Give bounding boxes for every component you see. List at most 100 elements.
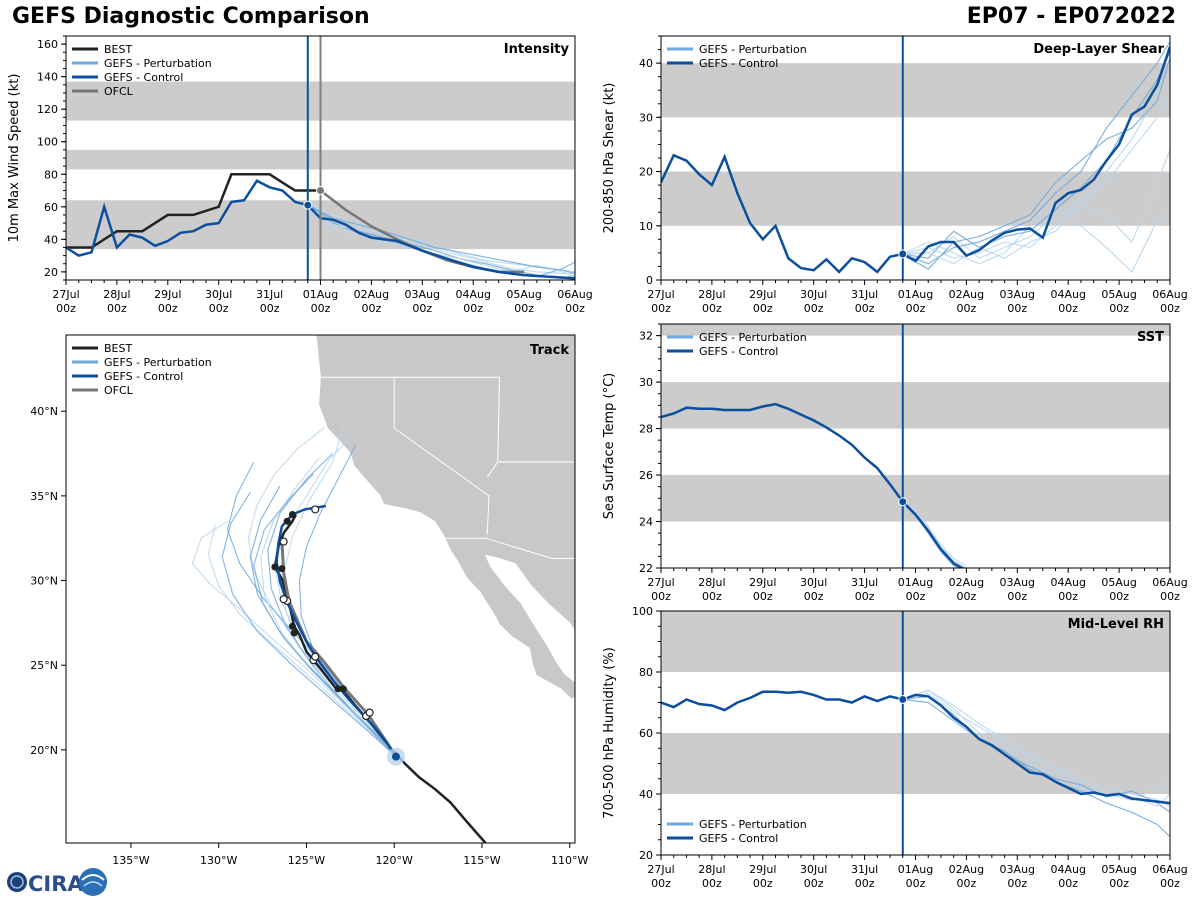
legend-label: GEFS - Perturbation: [104, 57, 212, 70]
x-tick-label: 01Aug: [303, 288, 338, 301]
x-tick-label: 30Jul: [205, 288, 232, 301]
x-tick-label: 31Jul: [851, 288, 878, 301]
state-border: [497, 377, 500, 463]
x-tick-label: 115°W: [463, 854, 500, 867]
x-tick-label: 00z: [804, 302, 824, 315]
storm-id-title: EP07 - EP072022: [966, 4, 1176, 29]
x-tick-label: 120°W: [376, 854, 413, 867]
plot-area: [661, 41, 1170, 274]
y-axis-label: 700-500 hPa Humidity (%): [602, 647, 617, 819]
x-tick-label: 05Aug: [1101, 863, 1136, 876]
perturbation-line: [902, 203, 1170, 273]
threshold-band: [661, 171, 1170, 226]
y-tick-label: 22: [639, 562, 653, 575]
rh-panel: 2040608010027Jul00z28Jul00z29Jul00z30Jul…: [602, 605, 1188, 890]
perturbation-line: [902, 57, 1170, 270]
x-tick-label: 00z: [1058, 877, 1078, 890]
perturbation-line: [902, 695, 1170, 838]
x-tick-label: 110°W: [551, 854, 588, 867]
perturbation-track: [207, 524, 397, 757]
control-line: [661, 402, 965, 568]
x-tick-label: 31Jul: [851, 576, 878, 589]
x-tick-label: 00z: [56, 302, 76, 315]
perturbation-track: [191, 520, 397, 757]
legend-label: GEFS - Perturbation: [699, 43, 807, 56]
x-tick-label: 05Aug: [1101, 288, 1136, 301]
plot-area: [661, 402, 967, 568]
best-track-line: [273, 513, 487, 843]
ofcl-marker: [279, 595, 288, 604]
x-tick-label: 31Jul: [256, 288, 283, 301]
legend-label: OFCL: [104, 85, 134, 98]
y-tick-label: 32: [639, 330, 653, 343]
land-mass: [315, 335, 575, 700]
perturbation-track: [260, 458, 397, 757]
x-tick-label: 05Aug: [506, 288, 541, 301]
track-panel: 135°W 130°W 125°W 120°W 115°W 110°W 20°N 25°N 30…: [30, 334, 589, 867]
x-tick-label: 00z: [804, 877, 824, 890]
x-tick-label: 01Aug: [898, 288, 933, 301]
best-track-marker: [283, 517, 291, 525]
x-tick-label: 00z: [1058, 302, 1078, 315]
x-tick-label: 00z: [855, 302, 875, 315]
x-tick-label: 02Aug: [949, 576, 984, 589]
x-tick-label: 00z: [1109, 877, 1129, 890]
x-tick-label: 29Jul: [154, 288, 181, 301]
plot-frame: [65, 334, 576, 844]
x-tick-label: 00z: [107, 302, 127, 315]
x-tick-label: 27Jul: [52, 288, 79, 301]
best-track-line: [66, 173, 321, 249]
ofcl-track-line: [280, 539, 398, 758]
y-tick-label: 40: [639, 57, 653, 70]
panel-title: Intensity: [504, 42, 570, 57]
state-border: [486, 461, 575, 478]
map-area: [191, 335, 575, 843]
state-border: [445, 537, 575, 559]
legend-label: GEFS - Perturbation: [104, 356, 212, 369]
x-tick-label: 00z: [412, 302, 432, 315]
x-tick-label: 29Jul: [749, 288, 776, 301]
y-tick-label: 20: [639, 849, 653, 862]
x-tick-label: 130°W: [200, 854, 237, 867]
y-tick-label: 35°N: [30, 490, 58, 503]
x-tick-label: 125°W: [288, 854, 325, 867]
ofcl-marker: [316, 186, 325, 196]
y-tick-label: 20°N: [30, 744, 58, 757]
x-tick-label: 27Jul: [647, 288, 674, 301]
legend-label: OFCL: [104, 384, 134, 397]
intensity-panel: 2040608010012014016027Jul00z28Jul00z29Ju…: [7, 35, 593, 315]
best-track-marker: [271, 563, 279, 571]
perturbation-line: [902, 698, 1170, 813]
panel-title: Track: [530, 343, 569, 358]
y-tick-label: 40: [639, 788, 653, 801]
x-tick-label: 02Aug: [354, 288, 389, 301]
x-tick-label: 01Aug: [898, 863, 933, 876]
x-tick-label: 00z: [362, 302, 382, 315]
x-tick-label: 04Aug: [1050, 576, 1085, 589]
sst-panel: 22242628303227Jul00z28Jul00z29Jul00z30Ju…: [602, 323, 1188, 603]
legend-label: GEFS - Perturbation: [699, 331, 807, 344]
y-tick-label: 100: [37, 136, 58, 149]
x-tick-label: 04Aug: [1050, 863, 1085, 876]
x-tick-label: 00z: [209, 302, 229, 315]
x-tick-label: 00z: [855, 877, 875, 890]
x-tick-label: 06Aug: [1152, 576, 1187, 589]
plot-frame: [660, 323, 1171, 569]
x-tick-label: 00z: [158, 302, 178, 315]
panel-title: Mid-Level RH: [1068, 617, 1164, 632]
figure-title: GEFS Diagnostic Comparison: [12, 4, 370, 29]
x-tick-label: 03Aug: [1000, 288, 1035, 301]
x-tick-label: 00z: [957, 590, 977, 603]
perturbation-line: [902, 41, 1170, 265]
y-axis-label: 10m Max Wind Speed (kt): [7, 74, 22, 243]
x-tick-label: 27Jul: [647, 863, 674, 876]
perturbation-line: [307, 204, 575, 278]
cira-logo-text: CIRA: [28, 872, 84, 896]
x-tick-label: 00z: [1160, 590, 1180, 603]
y-tick-label: 26: [639, 469, 653, 482]
x-tick-label: 06Aug: [557, 288, 592, 301]
x-tick-label: 03Aug: [405, 288, 440, 301]
threshold-band: [661, 611, 1170, 672]
perturbation-line: [307, 204, 575, 275]
